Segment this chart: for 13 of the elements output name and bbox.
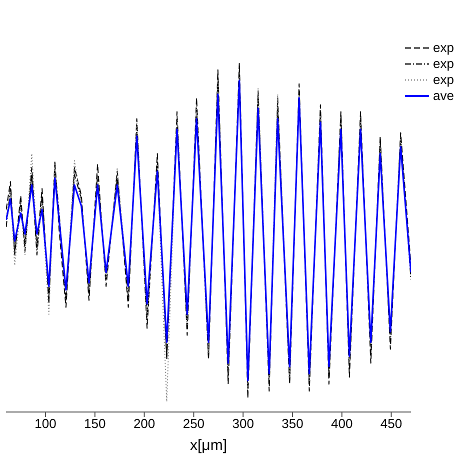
legend-label: exp	[433, 40, 454, 56]
legend-label: exp	[433, 56, 454, 72]
x-tick-label: 100	[34, 416, 56, 432]
x-tick-label: 400	[331, 416, 353, 432]
x-tick-label: 200	[133, 416, 156, 432]
x-tick-label: 450	[380, 416, 402, 432]
x-tick-label: 350	[282, 416, 304, 432]
legend-label: exp	[433, 72, 454, 88]
legend-label: ave	[433, 88, 454, 104]
x-tick-label: 150	[84, 416, 106, 432]
x-axis-title: x[μm]	[190, 437, 228, 454]
x-tick-label: 300	[232, 416, 254, 432]
x-tick-label: 250	[182, 416, 205, 432]
